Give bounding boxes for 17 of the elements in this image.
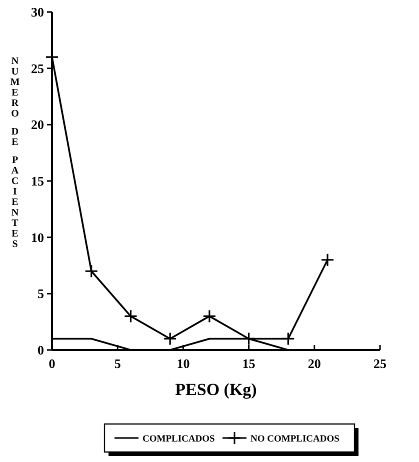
x-tick-label: 15: [242, 356, 256, 371]
y-tick-label: 15: [31, 174, 44, 189]
y-tick-label: 5: [38, 286, 44, 302]
legend-label: NO COMPLICADOS: [250, 434, 340, 444]
legend-label: COMPLICADOS: [142, 434, 215, 444]
y-tick-label: 25: [31, 60, 44, 76]
y-tick-label: 0: [38, 342, 44, 358]
x-axis-title: PESO (Kg): [175, 380, 257, 399]
y-tick-label: 20: [31, 117, 44, 132]
y-tick-label: 10: [31, 230, 44, 245]
text: NUMERO DE PACIENTES: [10, 56, 20, 250]
x-tick-label: 20: [308, 356, 321, 371]
x-tick-label: 5: [114, 356, 122, 371]
x-tick-label: 10: [176, 356, 190, 371]
x-tick-label: 0: [48, 356, 56, 371]
x-tick-label: 25: [374, 356, 387, 371]
y-tick-label: 30: [31, 4, 44, 20]
